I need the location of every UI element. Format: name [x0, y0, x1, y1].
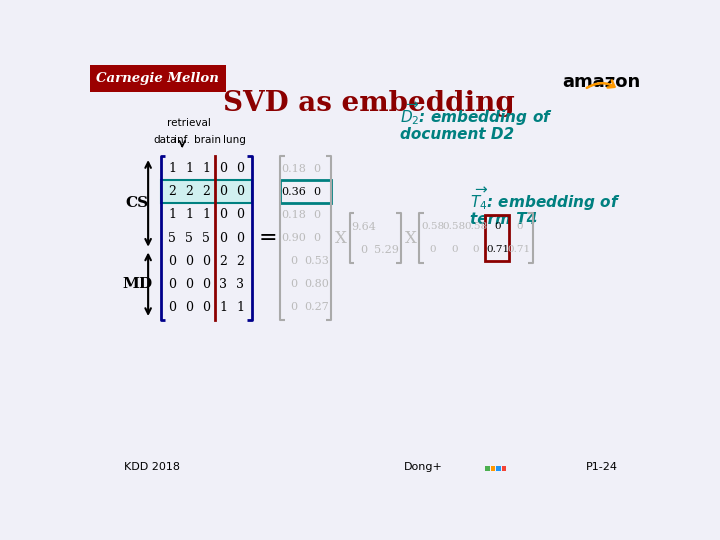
- Text: 0.71: 0.71: [486, 245, 509, 254]
- Text: 5: 5: [168, 232, 176, 245]
- Text: 0.58: 0.58: [464, 222, 487, 231]
- Text: 0: 0: [313, 210, 320, 220]
- Bar: [485, 215, 508, 261]
- Bar: [502, 466, 506, 470]
- Text: 0: 0: [313, 187, 320, 197]
- Text: 0.27: 0.27: [305, 302, 330, 312]
- Text: 3: 3: [236, 278, 244, 291]
- Text: 0: 0: [185, 301, 193, 314]
- Text: 9.64: 9.64: [351, 221, 376, 232]
- Text: 1: 1: [220, 301, 228, 314]
- Text: 0: 0: [236, 208, 244, 221]
- Bar: [490, 466, 495, 470]
- Text: 0: 0: [168, 255, 176, 268]
- Text: 2: 2: [168, 185, 176, 198]
- Text: 1: 1: [168, 162, 176, 176]
- Text: 0.58: 0.58: [443, 222, 466, 231]
- Text: 0: 0: [360, 245, 367, 254]
- Text: 2: 2: [236, 255, 244, 268]
- Text: 0: 0: [202, 278, 210, 291]
- Text: 2: 2: [202, 185, 210, 198]
- Text: 1: 1: [185, 208, 193, 221]
- Text: 5: 5: [185, 232, 193, 245]
- Text: Carnegie Mellon: Carnegie Mellon: [96, 72, 219, 85]
- Text: 0: 0: [168, 278, 176, 291]
- Text: 0: 0: [236, 185, 244, 198]
- Text: 0: 0: [313, 233, 320, 243]
- Text: 0: 0: [236, 162, 244, 176]
- Text: 0: 0: [472, 245, 480, 254]
- Text: =: =: [259, 227, 278, 249]
- Text: 0: 0: [290, 279, 297, 289]
- Text: 0: 0: [220, 208, 228, 221]
- Text: 0.71: 0.71: [508, 245, 531, 254]
- Bar: [90, 65, 225, 92]
- Text: 2: 2: [220, 255, 228, 268]
- Text: 0.18: 0.18: [282, 210, 306, 220]
- Text: MD: MD: [122, 277, 153, 291]
- Text: 0: 0: [451, 245, 458, 254]
- Text: 5: 5: [202, 232, 210, 245]
- Text: brain: brain: [194, 135, 221, 145]
- Text: 0: 0: [220, 185, 228, 198]
- Text: 5.29: 5.29: [374, 245, 400, 254]
- Text: 0: 0: [168, 301, 176, 314]
- Text: retrieval: retrieval: [167, 118, 211, 128]
- Text: 0: 0: [290, 256, 297, 266]
- Text: 0: 0: [236, 232, 244, 245]
- Text: 0: 0: [220, 232, 228, 245]
- Text: SVD as embedding: SVD as embedding: [223, 90, 515, 117]
- Text: 0: 0: [185, 278, 193, 291]
- Text: amazon: amazon: [562, 73, 641, 91]
- Text: 1: 1: [236, 301, 244, 314]
- Text: 0: 0: [220, 162, 228, 176]
- Text: 3: 3: [220, 278, 228, 291]
- Text: Dong+: Dong+: [404, 462, 443, 472]
- Bar: [485, 466, 490, 470]
- Text: 0: 0: [202, 255, 210, 268]
- Text: 0: 0: [185, 255, 193, 268]
- Bar: [280, 180, 331, 204]
- FancyArrowPatch shape: [587, 80, 614, 88]
- Text: KDD 2018: KDD 2018: [124, 462, 180, 472]
- Text: 2: 2: [185, 185, 193, 198]
- Text: 0.36: 0.36: [282, 187, 306, 197]
- Text: 0: 0: [290, 302, 297, 312]
- Text: 1: 1: [168, 208, 176, 221]
- Text: inf.: inf.: [174, 135, 190, 145]
- Text: 0.53: 0.53: [305, 256, 330, 266]
- Text: P1-24: P1-24: [585, 462, 618, 472]
- Text: document D2: document D2: [400, 127, 514, 142]
- Text: X: X: [336, 230, 347, 247]
- Text: 0.18: 0.18: [282, 164, 306, 174]
- Text: lung: lung: [223, 135, 246, 145]
- Text: CS: CS: [126, 197, 149, 211]
- Text: $\overrightarrow{T_4}$: embedding of: $\overrightarrow{T_4}$: embedding of: [469, 185, 620, 213]
- Text: 0.80: 0.80: [305, 279, 330, 289]
- Text: data: data: [153, 135, 177, 145]
- Bar: [496, 466, 500, 470]
- Text: 1: 1: [202, 208, 210, 221]
- Text: 0: 0: [516, 222, 523, 231]
- Text: X: X: [405, 230, 417, 247]
- Text: term T4: term T4: [469, 212, 537, 226]
- Text: 0: 0: [495, 222, 501, 231]
- Text: 0: 0: [429, 245, 436, 254]
- Bar: [161, 180, 252, 204]
- Text: 0: 0: [313, 164, 320, 174]
- Text: 0: 0: [202, 301, 210, 314]
- Bar: [161, 180, 252, 204]
- Text: 0.58: 0.58: [421, 222, 444, 231]
- Text: 1: 1: [202, 162, 210, 176]
- Text: $\overrightarrow{D_2}$: embedding of: $\overrightarrow{D_2}$: embedding of: [400, 101, 553, 128]
- Text: 0.90: 0.90: [282, 233, 306, 243]
- Text: 1: 1: [185, 162, 193, 176]
